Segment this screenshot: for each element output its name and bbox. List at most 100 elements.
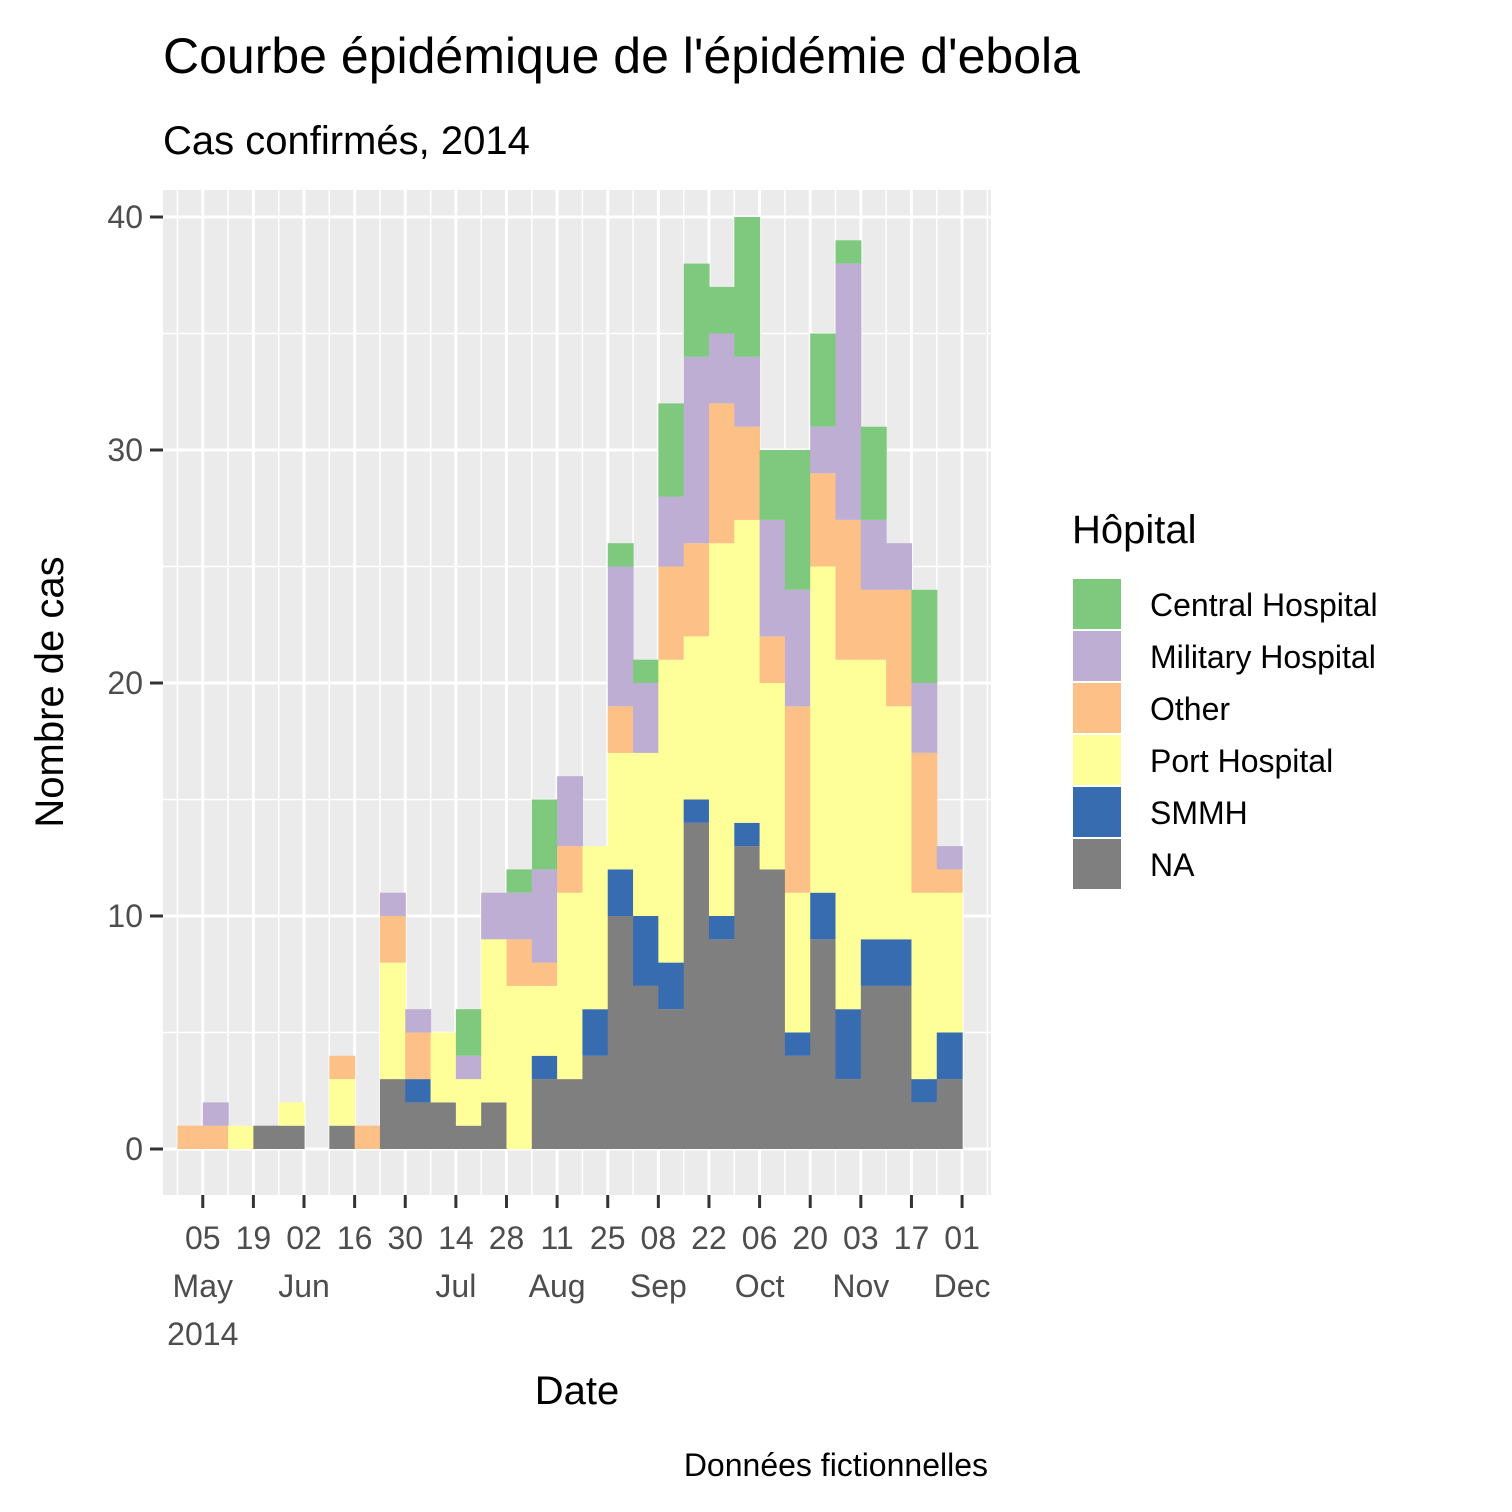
bar-segment-smmh: [810, 892, 837, 940]
bar-segment-smmh: [734, 822, 761, 847]
x-tick-label: Aug: [529, 1268, 586, 1304]
legend-label: Military Hospital: [1150, 639, 1376, 675]
x-tick-label: Oct: [735, 1268, 785, 1304]
x-tick-label: 14: [438, 1220, 474, 1256]
bar-segment-military-hospital: [379, 892, 406, 916]
y-axis-title: Nombre de cas: [28, 556, 72, 827]
bar-segment-na: [784, 1055, 811, 1149]
bar-segment-central-hospital: [708, 286, 735, 334]
bar-segment-port-hospital: [481, 939, 508, 1103]
bar-segment-port-hospital: [708, 543, 735, 916]
x-tick-label: 11: [541, 1220, 574, 1256]
bar-segment-port-hospital: [683, 636, 710, 800]
bar-segment-smmh: [784, 1032, 811, 1056]
bar-segment-other: [886, 589, 913, 707]
bar-segment-port-hospital: [506, 985, 533, 1149]
x-tick-label: 02: [286, 1220, 322, 1256]
bar-segment-smmh: [531, 1055, 558, 1080]
bar-segment-port-hospital: [658, 659, 685, 963]
x-tick-label: Sep: [630, 1268, 687, 1304]
bar-segment-other: [835, 519, 862, 660]
legend-key: [1071, 681, 1123, 735]
bar-segment-na: [430, 1102, 457, 1149]
x-tick-label: May: [173, 1268, 233, 1304]
bar-segment-na: [607, 916, 634, 1149]
legend-key: [1071, 785, 1123, 839]
bar-segment-na: [835, 1079, 862, 1149]
x-tick-label: 20: [792, 1220, 828, 1256]
bar-segment-other: [506, 939, 533, 986]
bar-segment-port-hospital: [531, 985, 558, 1056]
bar-segment-military-hospital: [936, 846, 963, 870]
bar-segment-smmh: [683, 799, 710, 823]
bar-segment-other: [379, 916, 406, 963]
bar-segment-port-hospital: [835, 659, 862, 1010]
x-tick-label: Jun: [278, 1268, 330, 1304]
bar-segment-other: [784, 706, 811, 893]
bar-segment-smmh: [860, 939, 887, 986]
y-tick-label: 20: [107, 665, 143, 701]
bar-segment-na: [379, 1079, 406, 1149]
bar-segment-other: [658, 566, 685, 660]
bar-segment-port-hospital: [607, 752, 634, 870]
bar-segment-central-hospital: [455, 1009, 482, 1056]
legend-key: [1071, 837, 1123, 891]
bar-segment-military-hospital: [784, 589, 811, 707]
bar-segment-central-hospital: [911, 589, 938, 683]
bar-segment-other: [936, 869, 963, 893]
bar-segment-military-hospital: [734, 356, 761, 427]
bar-segment-na: [582, 1055, 609, 1149]
chart-caption: Données fictionnelles: [684, 1447, 988, 1483]
bar-segment-central-hospital: [607, 543, 634, 567]
bar-segment-port-hospital: [582, 846, 609, 1010]
bar-segment-military-hospital: [607, 566, 634, 707]
bar-segment-central-hospital: [835, 240, 862, 264]
x-tick-label: 08: [641, 1220, 677, 1256]
bar-segment-other: [329, 1055, 356, 1080]
bar-segment-central-hospital: [810, 333, 837, 427]
bar-segment-other: [531, 962, 558, 986]
bar-segment-smmh: [886, 939, 913, 986]
y-tick-label: 0: [125, 1131, 143, 1167]
x-tick-label: 06: [742, 1220, 778, 1256]
bar-segment-port-hospital: [911, 892, 938, 1080]
bar-segment-na: [708, 939, 735, 1149]
x-axis-title: Date: [535, 1369, 620, 1413]
y-tick-label: 40: [107, 199, 143, 235]
bar-segment-other: [759, 636, 786, 683]
y-tick-label: 10: [107, 898, 143, 934]
y-axis: 0 10 20 30 40: [107, 199, 163, 1167]
bar-segment-na: [759, 869, 786, 1149]
chart-subtitle: Cas confirmés, 2014: [163, 119, 530, 163]
bar-segment-military-hospital: [405, 1009, 432, 1033]
bar-segment-other: [911, 752, 938, 893]
bar-segment-na: [557, 1079, 584, 1149]
bar-segment-na: [531, 1079, 558, 1149]
bar-segment-military-hospital: [557, 776, 584, 847]
bar-segment-port-hospital: [810, 566, 837, 893]
bar-segment-na: [734, 846, 761, 1149]
bar-segment-other: [177, 1125, 204, 1149]
bar-segment-port-hospital: [886, 706, 913, 940]
bar-segment-military-hospital: [531, 869, 558, 963]
legend-items: Central Hospital Military Hospital Other Po…: [1071, 577, 1378, 891]
legend-key: [1071, 733, 1123, 787]
chart-title: Courbe épidémique de l'épidémie d'ebola: [163, 28, 1080, 84]
bar-segment-central-hospital: [633, 659, 659, 683]
bar-segment-port-hospital: [860, 659, 887, 940]
bar-segment-military-hospital: [683, 356, 710, 544]
bar-segment-port-hospital: [633, 752, 659, 916]
bar-segment-other: [354, 1125, 381, 1149]
bar-segment-other: [607, 706, 634, 753]
bar-segment-port-hospital: [936, 892, 963, 1033]
bar-segment-na: [936, 1079, 963, 1149]
bar-segment-na: [481, 1102, 508, 1149]
bar-segment-military-hospital: [810, 426, 837, 474]
bar-segment-central-hospital: [860, 426, 887, 520]
x-tick-label: 22: [691, 1220, 727, 1256]
bar-segment-other: [405, 1032, 432, 1080]
bar-segment-smmh: [658, 962, 685, 1010]
bar-segment-smmh: [708, 916, 735, 940]
